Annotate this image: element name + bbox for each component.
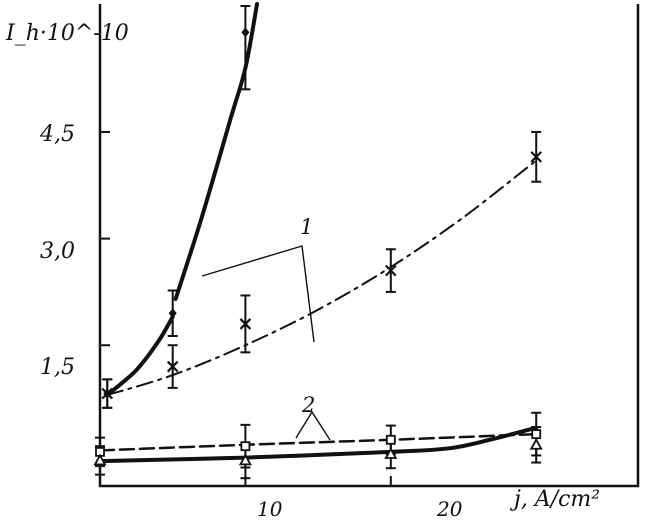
x-tick-label: 20: [436, 497, 463, 521]
data-point-square: [385, 434, 396, 445]
y-tick-label: 3,0: [40, 239, 75, 264]
annotation-leader-2: [295, 410, 331, 441]
annotation-leader-1: [201, 245, 315, 343]
series-line: [106, 159, 538, 397]
data-point-diamond: [168, 308, 177, 319]
data-point-square: [531, 429, 542, 440]
data-point-x: [239, 318, 252, 330]
data-markers: [93, 27, 543, 466]
annotation-label-2: 2: [301, 393, 315, 417]
y-tick-label: 4,5: [39, 122, 75, 147]
annotation-label-1: 1: [300, 215, 313, 239]
series-line: [105, 314, 175, 398]
x-axis-title: j, A/cm²: [509, 487, 600, 512]
y-axis-title: I_h·10^-10: [5, 21, 129, 46]
series-line: [98, 425, 539, 464]
data-point-x: [385, 264, 397, 277]
data-point-x: [101, 387, 114, 400]
x-tick-label: 10: [257, 497, 283, 521]
series-line: [173, 2, 260, 302]
data-point-x: [530, 151, 542, 163]
plot-border: [98, 4, 640, 488]
plot-frame: [98, 4, 640, 488]
data-point-x: [166, 360, 179, 373]
data-point-square: [240, 441, 251, 452]
annotation-lines: [201, 245, 331, 441]
data-point-triangle: [238, 453, 252, 466]
data-point-triangle: [93, 453, 107, 466]
series-curves: [98, 2, 539, 464]
data-point-diamond: [241, 27, 250, 38]
data-point-triangle: [529, 437, 543, 450]
error-bars: [95, 5, 542, 480]
y-tick-label: 1,5: [40, 355, 75, 380]
data-point-triangle: [384, 447, 398, 459]
series-line: [98, 432, 538, 452]
